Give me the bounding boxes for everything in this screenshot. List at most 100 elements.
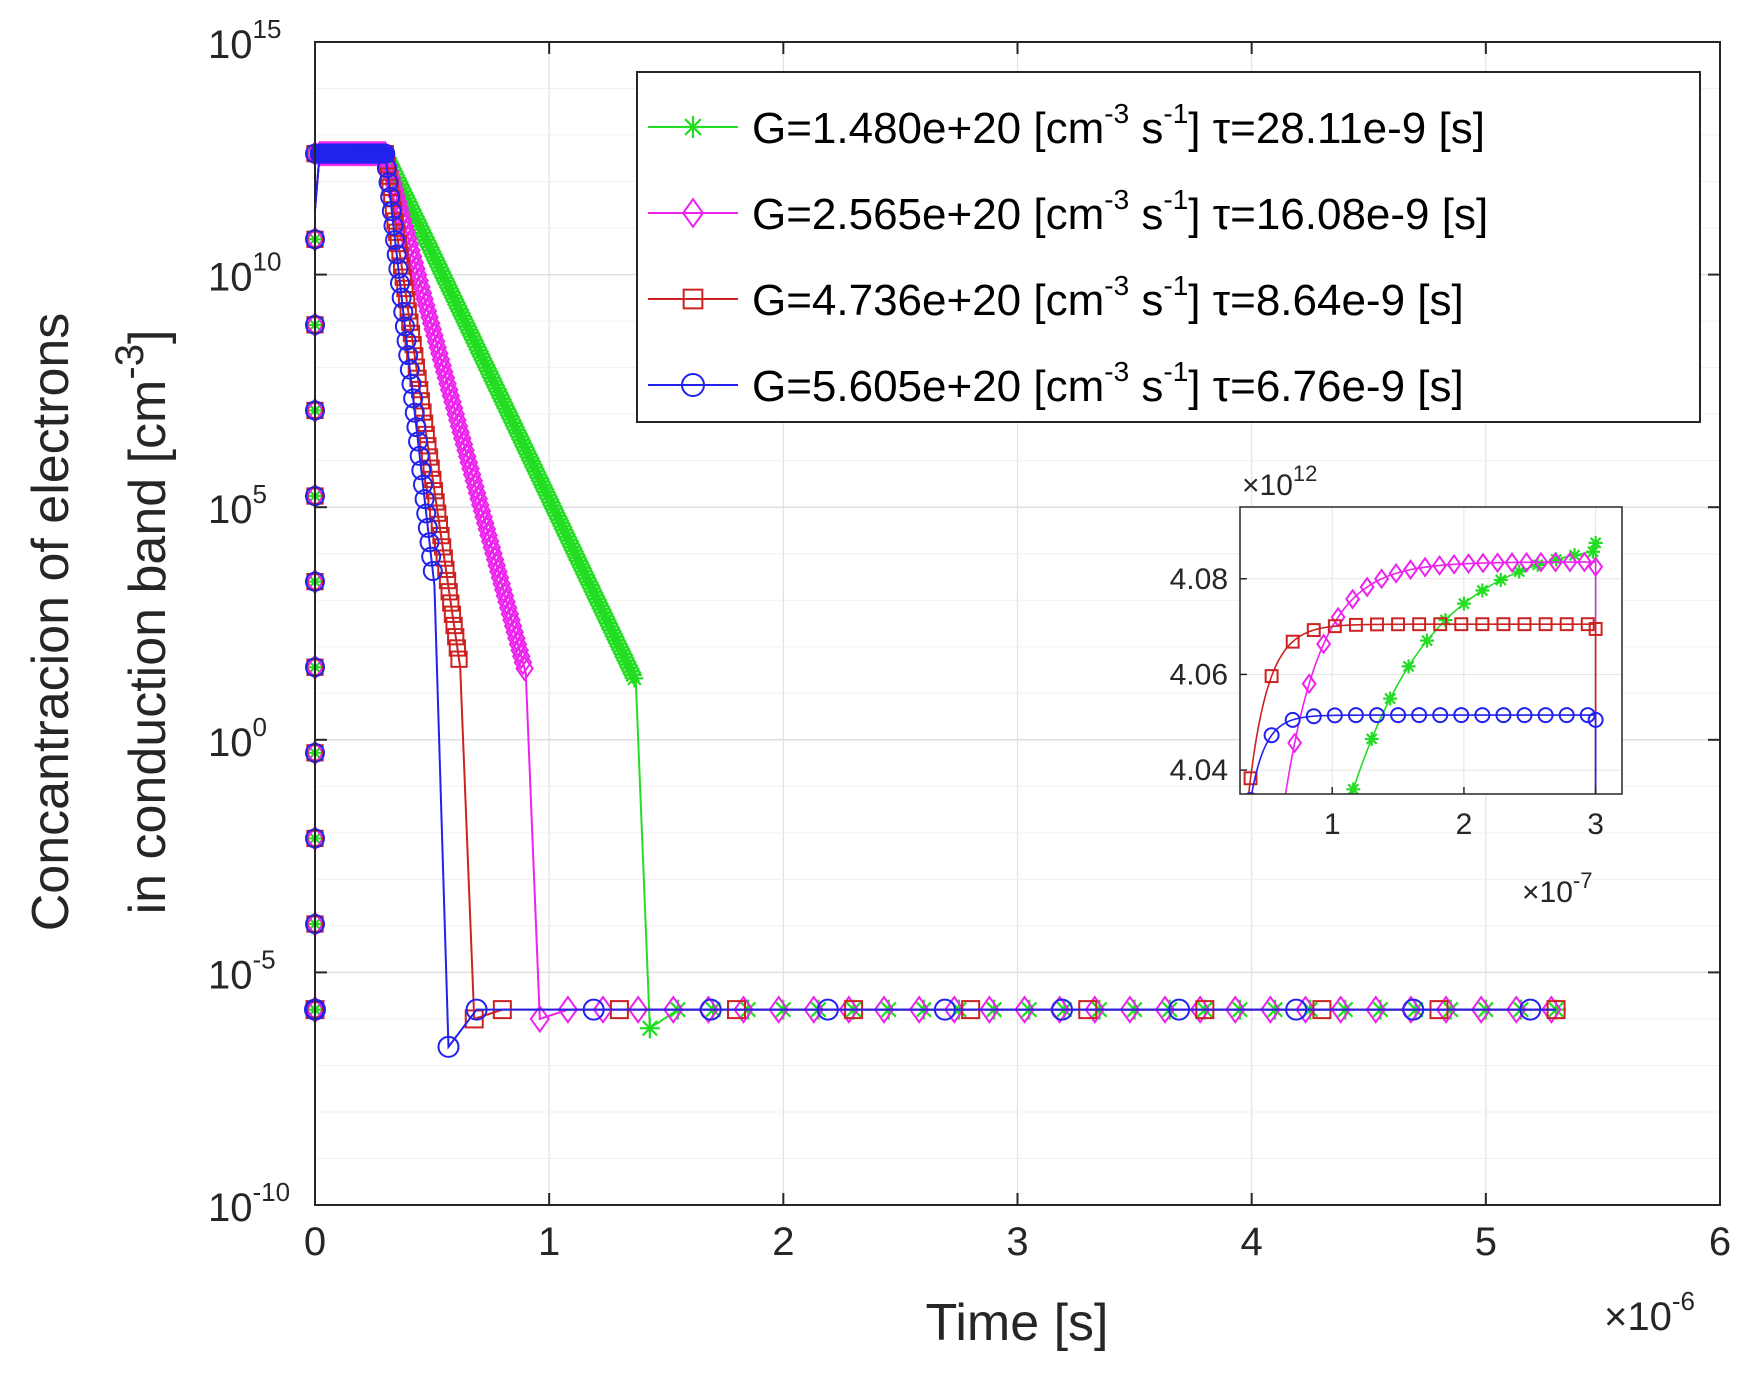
inset-data-point [1475, 617, 1490, 632]
data-point [699, 998, 722, 1021]
data-point [733, 995, 754, 1024]
data-point [437, 560, 455, 578]
data-point [418, 234, 437, 253]
inset-series-3 [1245, 707, 1604, 794]
inset-y-ticks: 4.04 4.06 4.08 [1170, 563, 1247, 787]
inset-data-point [1518, 551, 1535, 573]
data-point [599, 614, 618, 633]
data-point [527, 462, 546, 481]
data-point [487, 552, 507, 579]
inset-data-point [1368, 707, 1385, 724]
data-point [440, 583, 458, 601]
inset-data-point [1306, 623, 1321, 638]
data-point [474, 351, 493, 370]
data-point [390, 273, 411, 294]
data-point [454, 310, 473, 329]
data-point [479, 522, 498, 549]
data-point [492, 570, 511, 597]
legend-item-2: G=4.736e+20 [cm-3 s-1] τ=8.64e-9 [s] [648, 270, 1464, 325]
data-point [597, 610, 616, 629]
data-point [609, 634, 628, 653]
inset-data-point [1345, 588, 1361, 610]
inset-data-point [1316, 633, 1332, 655]
inset-data-point [1496, 617, 1511, 632]
data-point [499, 403, 518, 422]
data-point [375, 143, 396, 164]
data-point [452, 425, 472, 452]
data-point [528, 465, 547, 484]
data-point [380, 186, 401, 207]
inset-data-point [1305, 708, 1322, 725]
data-point [487, 379, 506, 398]
inset-data-point [1359, 576, 1375, 598]
inset-data-point [1453, 707, 1470, 724]
inset-series-group [1243, 535, 1604, 794]
data-point [511, 643, 531, 670]
data-point [538, 486, 557, 505]
data-point [436, 364, 456, 391]
data-point [503, 613, 523, 640]
data-point [663, 995, 684, 1024]
inset-data-point [1567, 548, 1582, 563]
data-point [1084, 995, 1106, 1024]
data-point [564, 541, 583, 560]
data-point [933, 998, 956, 1021]
data-point [620, 658, 639, 677]
data-point [411, 273, 431, 300]
data-point [502, 607, 521, 633]
data-point [492, 389, 511, 408]
data-point [497, 588, 516, 615]
data-point [465, 998, 488, 1021]
data-point [415, 286, 434, 312]
inset-data-point [1383, 691, 1398, 706]
data-point [463, 327, 482, 346]
x-tick-label: 5 [1475, 1220, 1497, 1264]
inset-y-tick-label: 4.08 [1170, 563, 1228, 596]
data-point [1365, 995, 1387, 1024]
data-point [431, 346, 451, 373]
data-point [576, 565, 595, 584]
data-point [394, 316, 415, 337]
data-point [1014, 995, 1035, 1024]
data-point [490, 564, 510, 591]
data-point [399, 192, 418, 211]
data-point [459, 449, 479, 476]
inset-data-point [1549, 552, 1564, 567]
inset-data-point [1264, 669, 1279, 684]
data-point [1168, 998, 1191, 1021]
inset-background [1240, 507, 1622, 794]
data-point [470, 491, 490, 518]
data-point [838, 995, 860, 1024]
inset-data-point [1263, 727, 1280, 744]
data-point [446, 401, 466, 428]
data-point [447, 628, 465, 646]
data-point [505, 619, 525, 646]
data-point [559, 531, 578, 550]
data-point [464, 331, 483, 350]
data-point [557, 995, 579, 1024]
data-point [490, 386, 509, 405]
data-point [440, 279, 459, 298]
data-point [1402, 998, 1425, 1021]
inset-data-point [1388, 562, 1404, 584]
data-point [617, 652, 636, 671]
data-point [433, 538, 452, 556]
data-point [484, 540, 503, 567]
data-point [410, 217, 429, 236]
data-point [381, 201, 402, 222]
data-point [482, 369, 501, 388]
data-point [577, 569, 596, 588]
inset-data-point [1390, 707, 1407, 724]
inset-data-point [1517, 617, 1532, 632]
inset-data-point [1432, 707, 1449, 724]
data-point [768, 995, 789, 1024]
data-point [563, 538, 582, 557]
data-point [495, 396, 514, 415]
data-point [568, 548, 587, 567]
data-point [408, 431, 429, 452]
inset-data-point [1586, 544, 1601, 559]
data-point [428, 334, 448, 361]
inset-y-multiplier-exp: 12 [1293, 461, 1317, 486]
inset-data-point [1370, 617, 1384, 632]
data-point [433, 265, 452, 284]
